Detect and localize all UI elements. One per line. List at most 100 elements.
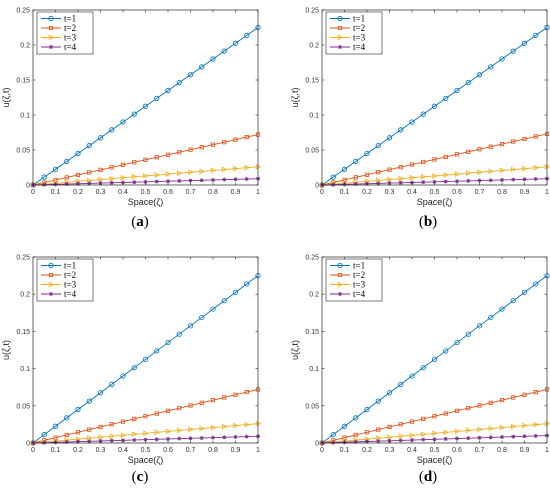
y-axis-label: u(ζ,t) <box>1 88 11 108</box>
legend-marker <box>48 25 54 31</box>
y-axis-label: u(ζ,t) <box>290 340 300 360</box>
data-point <box>199 314 205 321</box>
data-point <box>233 165 239 172</box>
x-tick-label: 0.8 <box>208 447 218 454</box>
data-point <box>154 411 159 416</box>
data-point <box>521 40 528 46</box>
y-tick-label: 0.2 <box>20 43 30 50</box>
x-tick-label: 0 <box>320 189 324 196</box>
y-tick-label: 0 <box>26 441 30 448</box>
y-tick-label: 0.15 <box>16 329 30 336</box>
data-point <box>409 174 416 181</box>
data-point <box>466 427 472 434</box>
data-point <box>232 289 239 295</box>
y-axis-label: u(ζ,t) <box>290 88 300 108</box>
data-point <box>188 169 194 176</box>
y-tick-label: 0.25 <box>16 8 30 15</box>
data-point <box>330 432 336 438</box>
data-point <box>244 421 251 428</box>
data-point <box>466 178 471 183</box>
data-point <box>454 428 461 435</box>
data-point <box>431 103 438 109</box>
data-point <box>142 356 149 362</box>
data-point <box>166 179 170 184</box>
data-point <box>233 137 238 142</box>
y-tick-label: 0.1 <box>309 366 319 373</box>
data-point <box>64 439 69 444</box>
data-point <box>420 365 426 371</box>
x-tick-label: 0.8 <box>497 189 507 196</box>
x-tick-label: 0.9 <box>231 447 241 454</box>
data-point <box>522 434 527 439</box>
data-point <box>132 160 137 165</box>
x-tick-label: 1 <box>545 189 549 196</box>
x-tick-label: 0.3 <box>96 447 106 454</box>
data-point <box>176 80 182 86</box>
data-point <box>199 178 204 183</box>
legend-marker <box>49 45 53 49</box>
data-point <box>511 166 517 173</box>
data-point <box>375 143 381 149</box>
data-point <box>533 164 540 171</box>
data-point <box>132 180 137 185</box>
x-tick-label: 0.5 <box>430 447 440 454</box>
x-tick-label: 0.3 <box>385 189 395 196</box>
y-tick-label: 0.05 <box>305 403 319 410</box>
x-tick-label: 0.3 <box>96 189 106 196</box>
data-point <box>210 398 216 403</box>
data-point <box>154 348 160 354</box>
y-tick-label: 0.05 <box>16 403 30 410</box>
data-point <box>142 103 149 109</box>
y-tick-label: 0.15 <box>305 329 319 336</box>
data-point <box>443 95 449 101</box>
data-point <box>233 177 238 182</box>
series-line <box>32 423 259 444</box>
x-tick-label: 0.9 <box>520 447 530 454</box>
data-point <box>75 430 81 435</box>
data-point <box>488 425 495 432</box>
data-point <box>120 119 126 125</box>
data-point <box>120 432 127 439</box>
legend-marker <box>338 292 342 296</box>
data-point <box>521 289 528 295</box>
data-point <box>176 331 182 337</box>
data-point <box>210 142 216 147</box>
data-point <box>121 180 125 185</box>
y-tick-label: 0.2 <box>20 292 30 299</box>
data-point <box>187 72 194 78</box>
y-tick-label: 0.2 <box>309 292 319 299</box>
x-tick-label: 0.2 <box>362 189 372 196</box>
data-point <box>64 415 70 421</box>
data-point <box>188 426 194 433</box>
data-point <box>97 390 104 396</box>
legend-marker <box>337 272 343 278</box>
data-point <box>522 165 528 172</box>
data-point <box>87 170 92 175</box>
y-tick-label: 0.25 <box>16 255 30 262</box>
data-point <box>476 323 483 329</box>
data-point <box>511 139 516 144</box>
data-point <box>341 166 348 172</box>
data-point <box>165 428 172 435</box>
legend-marker <box>338 45 342 49</box>
data-point <box>132 437 137 442</box>
data-point <box>510 298 516 304</box>
legend-marker <box>49 292 53 296</box>
data-point <box>98 434 104 441</box>
x-tick-label: 0.6 <box>163 189 173 196</box>
data-point <box>488 168 495 175</box>
data-point <box>233 434 238 439</box>
data-point <box>386 390 393 396</box>
series-line <box>32 275 259 444</box>
data-point <box>87 181 92 186</box>
data-point <box>41 432 47 438</box>
data-point <box>199 435 204 440</box>
legend-label: t=4 <box>64 289 77 299</box>
data-point <box>132 431 138 438</box>
data-point <box>353 439 358 444</box>
data-point <box>244 281 250 287</box>
data-point <box>443 172 450 178</box>
data-point <box>398 438 403 443</box>
data-point <box>244 32 250 38</box>
data-point <box>188 178 193 183</box>
